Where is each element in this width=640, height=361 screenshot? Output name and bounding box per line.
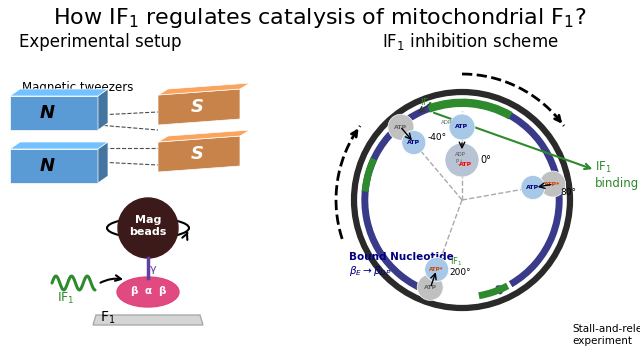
Text: 0°: 0° — [480, 155, 491, 165]
Text: S: S — [191, 98, 204, 116]
Text: IF$_1$: IF$_1$ — [450, 255, 462, 268]
Text: γ: γ — [150, 264, 157, 274]
Circle shape — [417, 274, 443, 300]
Text: ATP: ATP — [407, 140, 420, 145]
Circle shape — [449, 114, 475, 140]
Polygon shape — [10, 142, 108, 149]
Polygon shape — [158, 130, 250, 142]
Text: ATP: ATP — [526, 185, 540, 190]
Text: β: β — [131, 286, 138, 296]
Text: ADP: ADP — [442, 121, 452, 126]
Text: ATP*: ATP* — [545, 182, 561, 187]
Ellipse shape — [117, 277, 179, 307]
Text: 80°: 80° — [561, 187, 577, 196]
Text: Experimental setup: Experimental setup — [19, 33, 181, 51]
Text: Stall-and-release
experiment: Stall-and-release experiment — [572, 324, 640, 346]
Text: ATP: ATP — [424, 285, 436, 290]
Text: -40°: -40° — [428, 133, 447, 142]
Text: ATP: ATP — [456, 125, 468, 130]
Text: F$_1$: F$_1$ — [100, 310, 115, 326]
Text: IF$_1$ inhibition scheme: IF$_1$ inhibition scheme — [381, 31, 558, 52]
Text: Mag
beads: Mag beads — [129, 215, 166, 237]
Polygon shape — [98, 89, 108, 130]
Text: ADP: ADP — [454, 152, 465, 157]
Text: N: N — [40, 104, 54, 122]
Polygon shape — [10, 149, 98, 183]
Text: How IF$_1$ regulates catalysis of mitochondrial F$_1$?: How IF$_1$ regulates catalysis of mitoch… — [53, 6, 587, 30]
Circle shape — [540, 171, 566, 197]
Polygon shape — [158, 89, 240, 125]
Text: α: α — [145, 286, 152, 296]
Circle shape — [118, 198, 178, 258]
Polygon shape — [10, 96, 98, 130]
Text: Bound Nucleotide
$\beta_E\rightarrow\beta_{DP}$: Bound Nucleotide $\beta_E\rightarrow\bet… — [349, 252, 454, 278]
Text: IF$_1$: IF$_1$ — [57, 291, 75, 305]
Polygon shape — [98, 142, 108, 183]
Text: β: β — [158, 286, 166, 296]
Circle shape — [445, 143, 479, 177]
Text: IF$_1$
binding: IF$_1$ binding — [595, 160, 639, 190]
Polygon shape — [93, 315, 203, 325]
Circle shape — [402, 131, 426, 155]
Text: N: N — [40, 157, 54, 175]
Polygon shape — [158, 136, 240, 172]
Polygon shape — [10, 89, 108, 96]
Polygon shape — [158, 83, 250, 95]
Text: Magnetic tweezers: Magnetic tweezers — [22, 82, 133, 95]
Text: 200°: 200° — [450, 268, 471, 277]
Text: IF$_1$: IF$_1$ — [420, 96, 433, 109]
Text: ATP*: ATP* — [429, 267, 444, 272]
Circle shape — [521, 175, 545, 200]
Text: S: S — [191, 145, 204, 163]
Circle shape — [388, 114, 414, 140]
Circle shape — [425, 257, 449, 282]
Text: P_i: P_i — [456, 158, 462, 164]
Text: ATP: ATP — [460, 162, 472, 168]
Text: ATP: ATP — [394, 125, 408, 130]
